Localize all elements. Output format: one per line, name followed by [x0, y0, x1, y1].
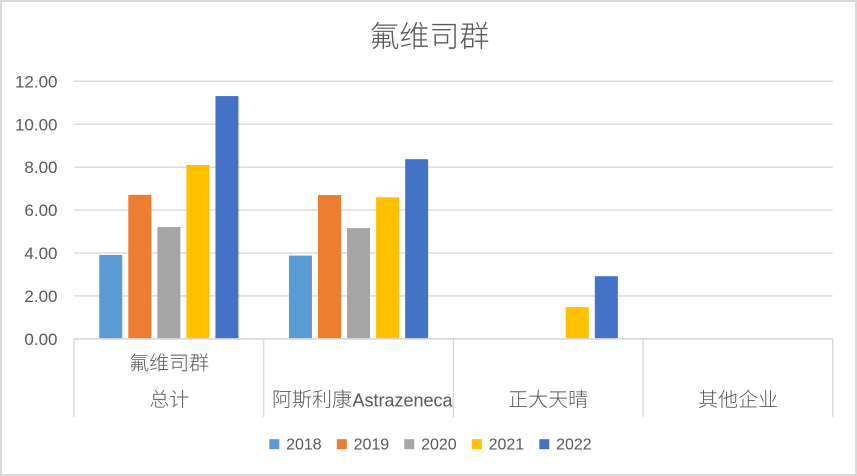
svg-text:4.00: 4.00 — [24, 244, 57, 263]
svg-text:Astrazeneca: Astrazeneca — [353, 390, 454, 410]
svg-text:2021: 2021 — [489, 437, 525, 454]
svg-text:6.00: 6.00 — [24, 201, 57, 220]
svg-text:10.00: 10.00 — [15, 115, 58, 134]
svg-text:2018: 2018 — [286, 437, 322, 454]
svg-text:0.00: 0.00 — [24, 330, 57, 349]
svg-text:2.00: 2.00 — [24, 287, 57, 306]
svg-text:2022: 2022 — [556, 437, 592, 454]
svg-text:2020: 2020 — [421, 437, 457, 454]
svg-text:12.00: 12.00 — [15, 72, 58, 91]
svg-text:2019: 2019 — [354, 437, 390, 454]
svg-text:8.00: 8.00 — [24, 158, 57, 177]
